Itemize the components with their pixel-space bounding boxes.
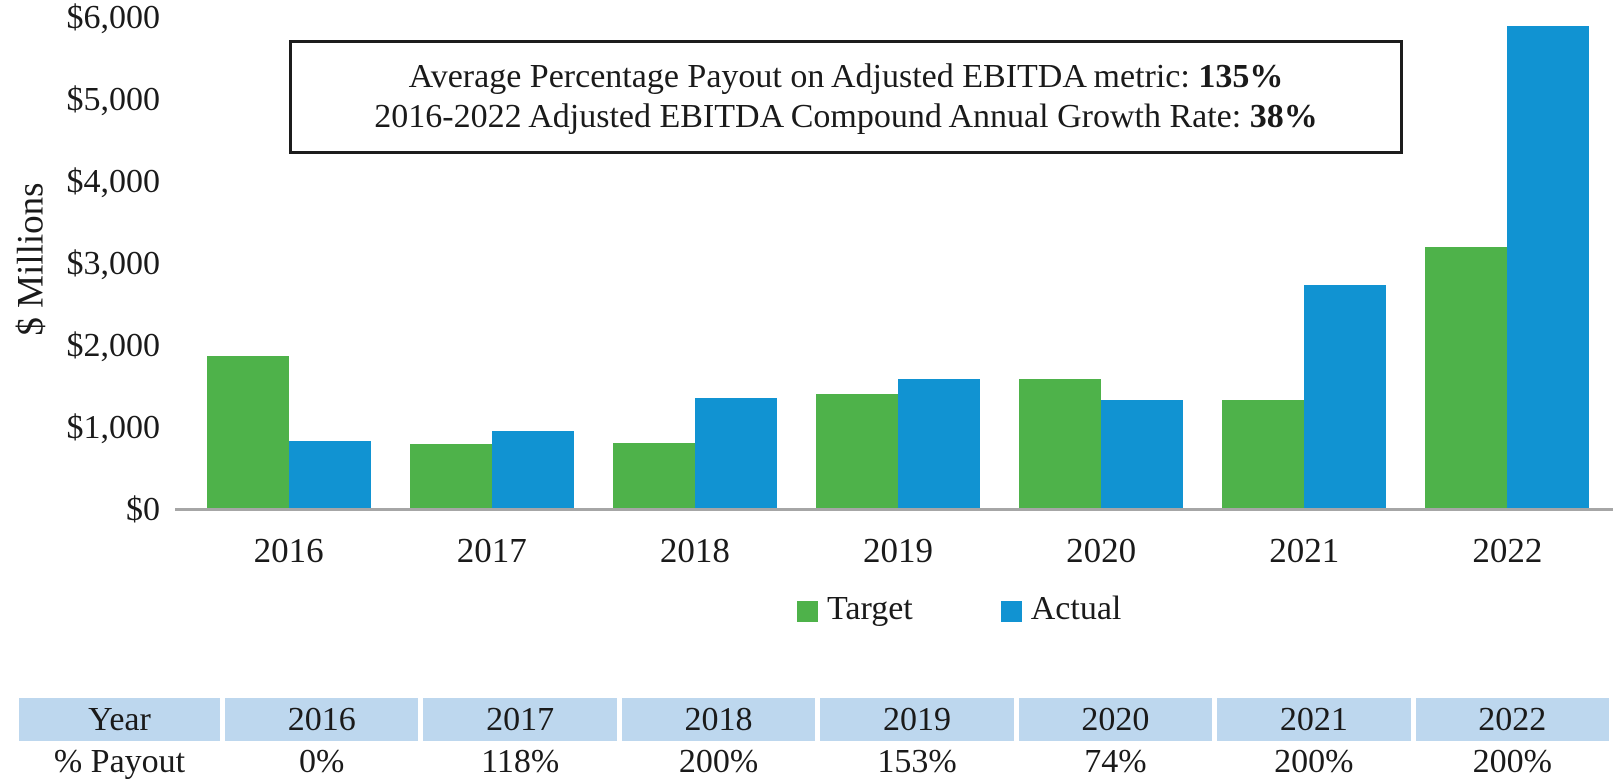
- payout-table-header: Year 2016 2017 2018 2019 2020 2021 2022: [19, 698, 1609, 741]
- bar-group-2018: [593, 18, 796, 510]
- legend-label-actual: Actual: [1030, 590, 1122, 627]
- bar-target-2022: [1425, 247, 1508, 510]
- payout-header-cell: 2016: [225, 698, 419, 741]
- bar-actual-2016: [288, 441, 371, 510]
- y-tick-label: $5,000: [66, 81, 161, 118]
- bar-target-2017: [409, 444, 492, 510]
- bar-actual-2019: [897, 379, 980, 510]
- bar-group-2021: [1203, 18, 1406, 510]
- y-tick-label: $4,000: [66, 163, 161, 200]
- payout-data-cell: 200%: [621, 741, 816, 783]
- payout-data-cell: 200%: [1217, 741, 1411, 783]
- bar-group-2020: [1000, 18, 1203, 510]
- bar-actual-2022: [1507, 26, 1590, 510]
- legend-label-target: Target: [827, 590, 913, 627]
- y-tick-label: $2,000: [66, 327, 161, 364]
- legend-swatch-actual-icon: [1000, 600, 1022, 622]
- bar-target-2020: [1019, 379, 1102, 510]
- x-axis-label-2022: 2022: [1472, 531, 1543, 570]
- payout-data-cell: 153%: [820, 741, 1014, 783]
- annotation-line-2-value: 38%: [1249, 98, 1318, 135]
- y-tick-label: $1,000: [66, 409, 161, 446]
- payout-data-cell: 0%: [225, 741, 419, 783]
- bar-group-2022: [1406, 18, 1609, 510]
- bar-target-2016: [206, 356, 289, 510]
- x-axis-line: [175, 508, 1613, 511]
- payout-table-data-row: % Payout 0% 118% 200% 153% 74% 200% 200%: [19, 741, 1609, 783]
- annotation-box: Average Percentage Payout on Adjusted EB…: [289, 40, 1403, 154]
- y-tick-label: $0: [126, 491, 160, 528]
- y-tick-label: $6,000: [66, 0, 161, 36]
- payout-data-cell: 200%: [1415, 741, 1609, 783]
- payout-data-cell: % Payout: [19, 741, 220, 783]
- payout-data-cell: 74%: [1018, 741, 1213, 783]
- annotation-line-2: 2016-2022 Adjusted EBITDA Compound Annua…: [374, 97, 1317, 137]
- y-tick-label: $3,000: [66, 245, 161, 282]
- payout-header-cell: 2018: [621, 698, 816, 741]
- bar-group-2017: [390, 18, 593, 510]
- x-axis-label-2018: 2018: [659, 531, 730, 570]
- x-axis-label-2021: 2021: [1269, 531, 1340, 570]
- payout-table: Year 2016 2017 2018 2019 2020 2021 2022 % Payou…: [14, 698, 1614, 783]
- chart-legend: Target Actual: [797, 590, 1121, 628]
- annotation-line-1-value: 135%: [1198, 58, 1284, 95]
- payout-header-cell: 2020: [1018, 698, 1213, 741]
- legend-swatch-target-icon: [797, 600, 818, 622]
- bar-target-2019: [815, 394, 898, 510]
- payout-header-cell: 2021: [1217, 698, 1411, 741]
- payout-data-cell: 118%: [423, 741, 617, 783]
- bar-target-2018: [612, 443, 695, 510]
- bar-group-2019: [796, 18, 999, 510]
- payout-header-cell: 2019: [820, 698, 1014, 741]
- bar-target-2021: [1222, 400, 1305, 510]
- payout-header-cell: Year: [19, 698, 220, 741]
- bar-actual-2018: [694, 398, 777, 510]
- annotation-line-1-text: Average Percentage Payout on Adjusted EB…: [408, 58, 1199, 95]
- annotation-line-2-text: 2016-2022 Adjusted EBITDA Compound Annua…: [374, 98, 1250, 135]
- plot-area: [187, 18, 1609, 510]
- bar-actual-2020: [1101, 400, 1184, 510]
- bar-actual-2021: [1304, 285, 1387, 510]
- x-axis-label-2019: 2019: [862, 531, 933, 570]
- bar-group-2016: [187, 18, 390, 510]
- x-axis-label-2017: 2017: [456, 531, 527, 570]
- x-axis-label-2016: 2016: [253, 531, 324, 570]
- payout-table-body: % Payout 0% 118% 200% 153% 74% 200% 200%: [19, 741, 1609, 783]
- y-axis-ticks: $6,000 $5,000 $4,000 $3,000 $2,000 $1,000 $0: [0, 0, 161, 528]
- payout-table-header-row: Year 2016 2017 2018 2019 2020 2021 2022: [19, 698, 1609, 741]
- x-axis-label-2020: 2020: [1066, 531, 1137, 570]
- bar-actual-2017: [491, 431, 574, 510]
- annotation-line-1: Average Percentage Payout on Adjusted EB…: [409, 57, 1284, 97]
- x-axis-labels: 2016 2017 2018 2019 2020 2021 2022: [187, 531, 1609, 571]
- legend-item-target: Target: [797, 590, 913, 628]
- legend-item-actual: Actual: [1000, 590, 1122, 628]
- payout-header-cell: 2022: [1415, 698, 1609, 741]
- payout-header-cell: 2017: [423, 698, 617, 741]
